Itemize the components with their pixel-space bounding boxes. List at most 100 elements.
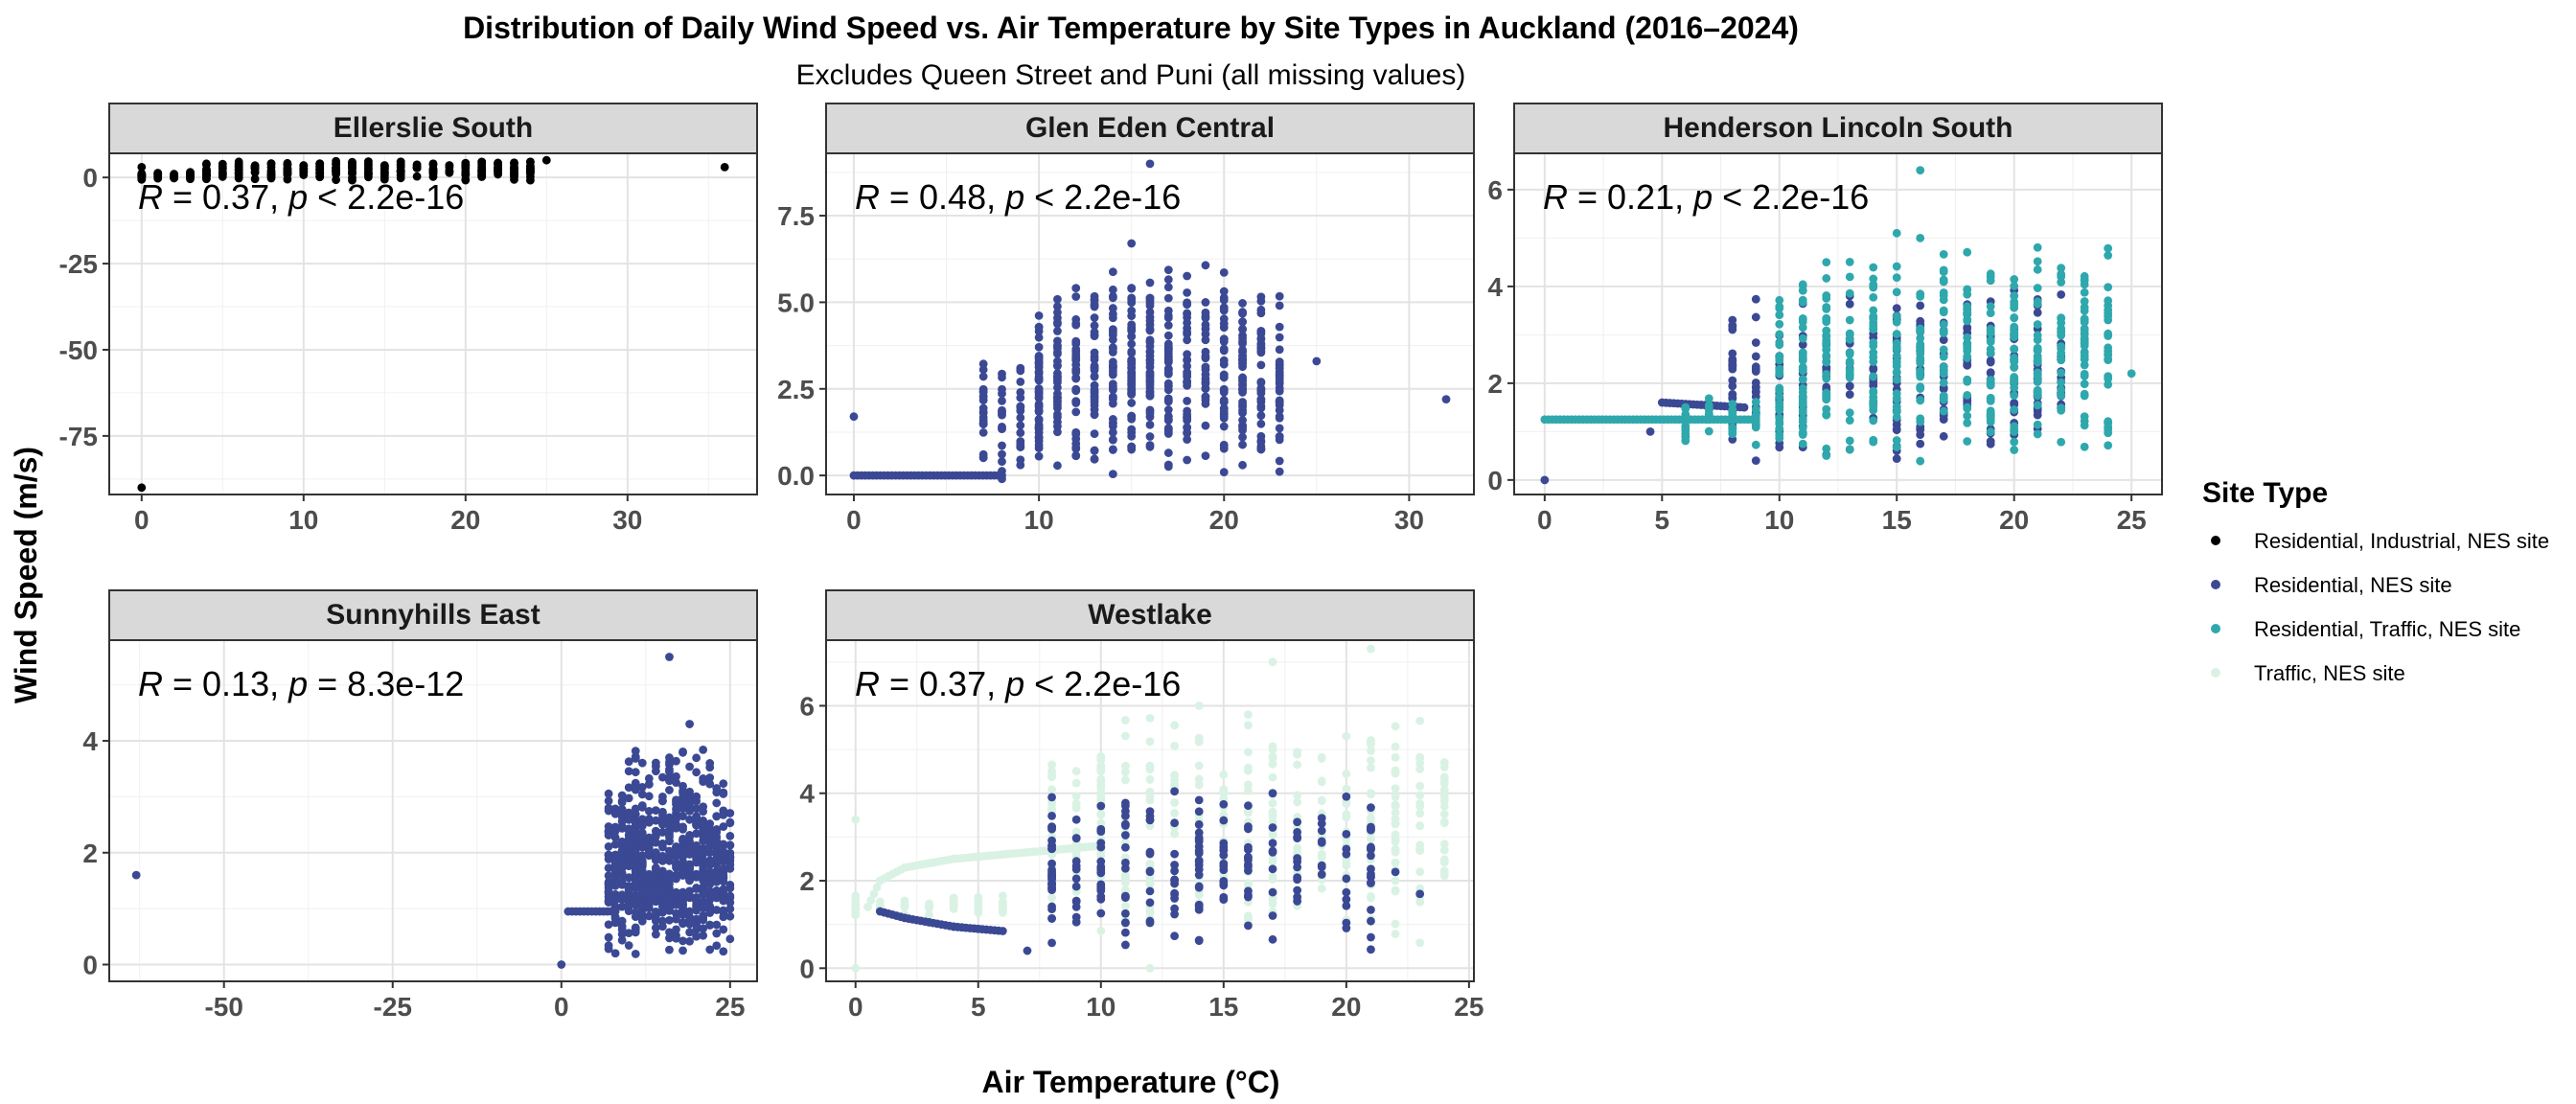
data-point: [604, 941, 613, 951]
data-point: [2080, 380, 2089, 389]
data-point: [1963, 375, 1972, 384]
data-point: [2033, 331, 2042, 340]
data-point: [1869, 416, 1878, 426]
data-point: [1963, 247, 1972, 257]
data-point: [1892, 317, 1901, 327]
data-point: [1391, 867, 1400, 877]
data-point: [1256, 379, 1266, 387]
data-point: [1939, 308, 1948, 317]
data-point: [2104, 374, 2113, 383]
data-point: [1034, 384, 1044, 394]
data-point: [1201, 354, 1210, 363]
data-point: [2010, 322, 2019, 332]
data-point: [1034, 451, 1044, 461]
data-point: [1194, 903, 1204, 911]
facet-strip: [1513, 103, 2163, 154]
data-point: [1090, 385, 1099, 395]
data-point: [617, 916, 627, 926]
data-point: [1728, 405, 1737, 415]
legend: Site Type Residential, Industrial, NES si…: [2202, 477, 2549, 685]
data-point: [1892, 342, 1901, 352]
data-point: [665, 786, 674, 794]
data-point: [604, 822, 613, 831]
data-point: [624, 812, 633, 821]
data-point: [998, 384, 1006, 394]
data-point: [1751, 383, 1760, 392]
data-point: [1342, 792, 1351, 801]
data-point: [137, 170, 147, 179]
data-point: [1892, 402, 1901, 411]
data-point: [2057, 403, 2066, 413]
data-point: [1869, 292, 1878, 302]
data-point: [1071, 407, 1081, 417]
data-point: [631, 912, 640, 922]
data-point: [1822, 303, 1831, 311]
data-point: [1016, 442, 1025, 451]
data-point: [1120, 831, 1130, 840]
x-tick-label: 10: [288, 505, 318, 535]
data-point: [1963, 323, 1972, 333]
data-point: [1108, 380, 1117, 389]
data-point: [1939, 431, 1948, 441]
data-point: [978, 427, 988, 437]
data-point: [1681, 402, 1690, 412]
data-point: [1342, 731, 1351, 741]
facet-strip-label: Ellerslie South: [334, 112, 533, 144]
data-point: [1016, 421, 1025, 430]
data-point: [685, 793, 694, 802]
data-point: [1053, 356, 1062, 366]
data-point: [1145, 737, 1155, 747]
data-point: [1034, 433, 1044, 442]
data-point: [978, 372, 988, 381]
data-point: [1939, 250, 1948, 259]
data-point: [1275, 291, 1284, 301]
data-point: [665, 870, 674, 880]
data-point: [2033, 352, 2042, 361]
data-point: [1367, 945, 1375, 954]
data-point: [1869, 341, 1878, 351]
data-point: [1751, 352, 1760, 361]
data-point: [1090, 409, 1099, 419]
data-point: [2010, 313, 2019, 323]
data-point: [1798, 295, 1807, 305]
data-point: [651, 806, 660, 816]
data-point: [1090, 429, 1099, 439]
data-point: [1845, 299, 1854, 309]
data-point: [1163, 293, 1173, 303]
data-point: [1145, 775, 1155, 784]
data-point: [631, 928, 640, 937]
data-point: [1244, 763, 1253, 772]
y-tick-label: 2.5: [777, 375, 815, 404]
data-point: [1127, 399, 1137, 407]
data-point: [396, 171, 405, 180]
data-point: [637, 821, 647, 831]
data-point: [2104, 306, 2113, 314]
data-point: [1170, 861, 1180, 869]
data-point: [1183, 435, 1192, 445]
data-point: [712, 906, 722, 914]
legend-label: Residential, NES site: [2254, 573, 2452, 597]
data-point: [1219, 440, 1229, 449]
data-point: [610, 949, 620, 958]
data-point: [617, 879, 627, 888]
data-point: [1415, 791, 1425, 800]
data-point: [678, 786, 687, 795]
data-point: [1391, 919, 1400, 929]
data-point: [1145, 432, 1155, 441]
data-point: [1367, 763, 1375, 772]
data-point: [1798, 323, 1807, 333]
data-point: [1127, 239, 1137, 248]
data-point: [2104, 283, 2113, 291]
data-point: [1201, 324, 1210, 334]
data-point: [665, 833, 674, 841]
data-point: [1916, 289, 1925, 299]
data-point: [1145, 916, 1155, 926]
data-point: [678, 824, 687, 834]
data-point: [1775, 295, 1784, 305]
data-point: [1275, 424, 1284, 433]
data-point: [1342, 844, 1351, 854]
data-point: [1986, 348, 1995, 357]
data-point: [1798, 340, 1807, 349]
facet-strip-label: Westlake: [1088, 599, 1212, 631]
data-point: [2080, 330, 2089, 339]
